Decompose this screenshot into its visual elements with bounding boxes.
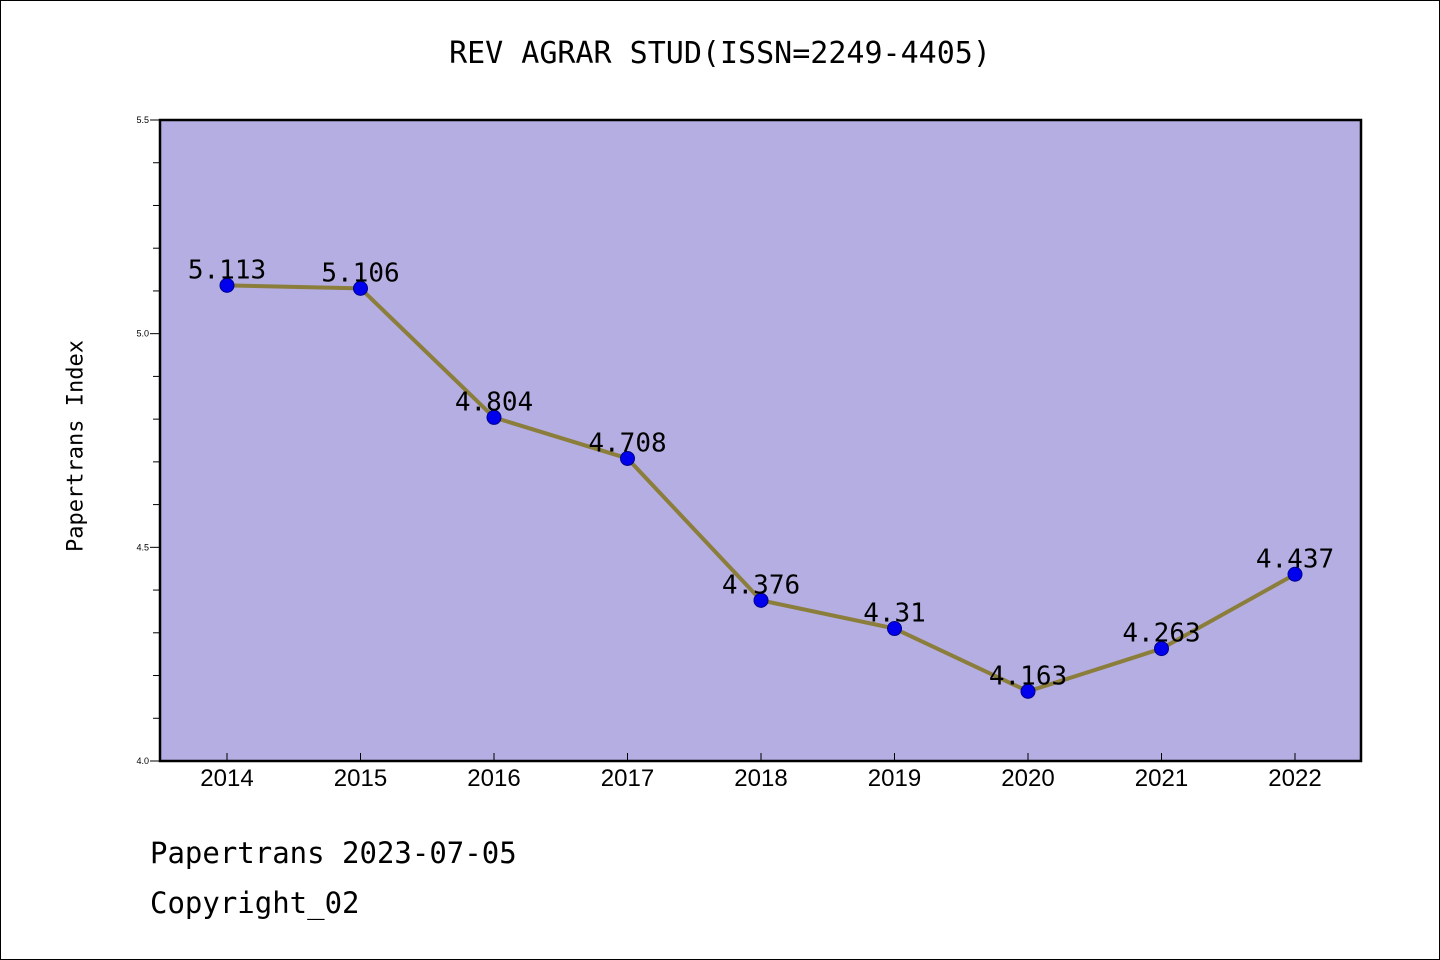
y-tick-label: 4.0 — [136, 756, 149, 766]
x-tick-label: 2014 — [200, 765, 253, 792]
data-point-marker — [1020, 683, 1036, 699]
data-label: 4.437 — [1256, 544, 1334, 574]
data-label: 4.31 — [863, 599, 926, 629]
x-tick-label: 2019 — [868, 765, 921, 792]
plot-border — [158, 118, 1363, 763]
x-tick-label: 2021 — [1135, 765, 1188, 792]
y-tick-label: 4.5 — [136, 542, 149, 552]
data-labels: 5.113 5.106 4.804 4.708 4.376 4.31 4.163 4.263 4… — [188, 255, 1334, 691]
data-label: 5.113 — [188, 255, 266, 285]
data-label: 4.708 — [588, 428, 666, 458]
data-label: 4.376 — [722, 570, 800, 600]
data-label: 4.163 — [989, 661, 1067, 691]
y-tick-label: 5.5 — [136, 115, 149, 125]
data-point-marker — [1154, 641, 1169, 657]
data-point-marker — [1287, 566, 1303, 582]
x-tick-label: 2018 — [734, 765, 787, 792]
x-tick-label: 2022 — [1268, 765, 1321, 792]
footer-date: Papertrans 2023-07-05 — [150, 836, 517, 870]
y-axis-ticks: 4.0 4.5 5.0 5.5 — [136, 115, 160, 766]
data-point-marker — [486, 409, 502, 425]
y-tick-label: 5.0 — [136, 329, 149, 339]
x-tick-label: 2015 — [334, 765, 387, 792]
x-axis-ticks: 2014 2015 2016 2017 2018 2019 2020 2021 2022 — [200, 753, 1322, 792]
x-tick-label: 2016 — [467, 765, 520, 792]
data-label: 4.804 — [455, 387, 533, 417]
data-point-marker — [219, 277, 235, 293]
data-point-marker — [353, 280, 368, 296]
chart-title: REV AGRAR STUD(ISSN=2249-4405) — [449, 36, 991, 71]
data-point-marker — [620, 450, 635, 466]
x-tick-label: 2020 — [1001, 765, 1054, 792]
data-markers — [219, 277, 1303, 699]
data-point-marker — [753, 592, 769, 608]
data-label: 4.263 — [1122, 619, 1200, 649]
data-point-marker — [887, 621, 902, 637]
x-tick-label: 2017 — [601, 765, 654, 792]
plot-area — [160, 120, 1361, 761]
data-label: 5.106 — [321, 258, 399, 288]
footer-copyright: Copyright_02 — [150, 886, 360, 920]
